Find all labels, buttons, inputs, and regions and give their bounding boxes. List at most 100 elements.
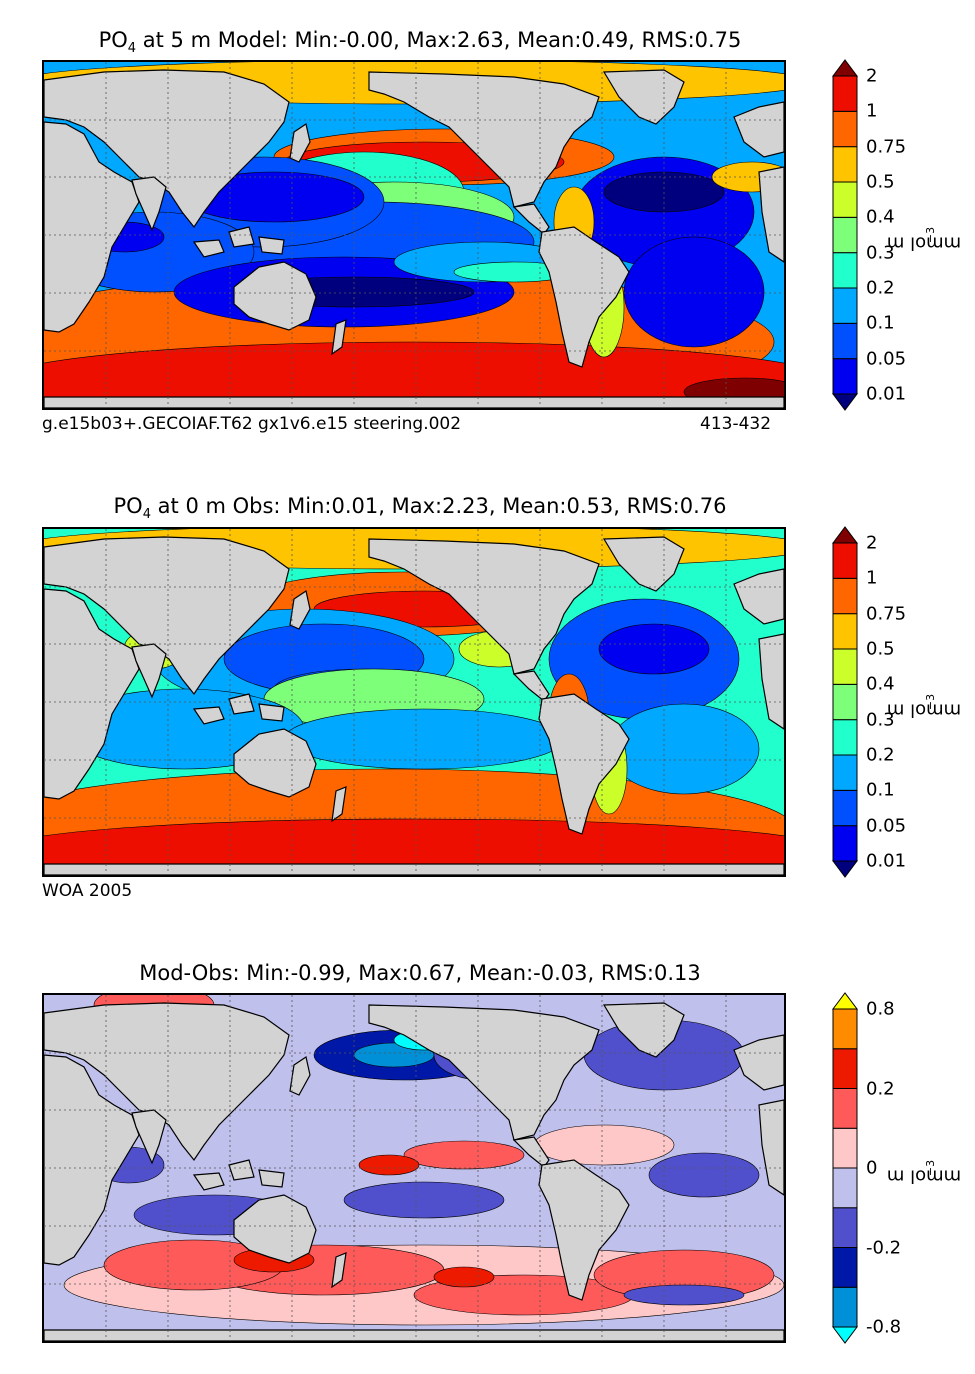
contour-region (44, 341, 784, 408)
panel-2-source: WOA 2005 (42, 881, 133, 901)
map-canvas (44, 529, 784, 875)
colorbar-tick-label: -0.2 (866, 1237, 902, 1258)
colorbar-segment (832, 1286, 858, 1328)
colorbar-segment (832, 613, 858, 650)
colorbar-tick-label: -0.8 (866, 1316, 902, 1338)
colorbar-segment (832, 252, 858, 289)
colorbar-segment (832, 1167, 858, 1209)
panel-3-map (42, 993, 786, 1343)
map-canvas (44, 62, 784, 408)
land-mass (331, 1252, 347, 1289)
land-mass (368, 71, 600, 208)
panel-2-title: PO4 at 0 m Obs: Min:0.01, Max:2.23, Mean… (113, 494, 727, 523)
land-mass (44, 588, 140, 800)
colorbar-tick-label: 0.1 (866, 779, 895, 801)
land-mass (512, 670, 550, 702)
colorbar-tick-label: 2 (866, 65, 878, 87)
contour-region (403, 1140, 525, 1170)
land-mass (331, 786, 347, 823)
contour-region (598, 623, 710, 675)
land-mass (44, 121, 140, 333)
colorbar-segment (832, 1048, 858, 1089)
land-mass (368, 538, 600, 675)
colorbar-tick-label: 0.2 (866, 277, 895, 299)
land-mass (258, 236, 285, 255)
colorbar-tick-label: 0.4 (866, 673, 895, 695)
land-mass (44, 69, 290, 229)
colorbar-segment (832, 683, 858, 721)
colorbar-tick-label: 1 (866, 100, 878, 122)
colorbar-tick-label: 0.01 (866, 383, 907, 405)
panel-2-map (42, 527, 786, 877)
colorbar-extend-max (832, 992, 858, 1010)
colorbar-canvas (832, 992, 858, 1344)
land-mass (44, 1002, 290, 1162)
land-mass (538, 1159, 630, 1301)
colorbar-segment (832, 75, 858, 112)
colorbar-tick-label: 0.2 (866, 1078, 895, 1099)
colorbar-tick-label: 1 (866, 567, 878, 589)
colorbar-segment (832, 1088, 858, 1129)
land-mass (733, 1034, 784, 1091)
panel-1-years: 413-432 (700, 414, 772, 434)
land-mass (131, 1109, 167, 1165)
colorbar-extend-max (832, 59, 858, 77)
colorbar-segment (832, 322, 858, 360)
land-mass (228, 1159, 255, 1181)
panel-1-title: PO4 at 5 m Model: Min:-0.00, Max:2.63, M… (98, 28, 742, 57)
contour-region (608, 703, 760, 795)
contour-region (44, 818, 784, 875)
contour-region (343, 1181, 505, 1219)
land-mass (131, 643, 167, 699)
panel-1-colorbar (832, 59, 858, 411)
land-mass (192, 706, 225, 725)
land-mass (258, 1169, 285, 1188)
panel-3-title: Mod-Obs: Min:-0.99, Max:0.67, Mean:-0.03… (139, 961, 701, 985)
colorbar-tick-label: 0.5 (866, 638, 895, 660)
land-mass (44, 1054, 140, 1266)
colorbar-canvas (832, 526, 858, 878)
colorbar-segment (832, 789, 858, 827)
colorbar-tick-label: 0.75 (866, 136, 907, 158)
colorbar-segment (832, 648, 858, 685)
colorbar-extend-max (832, 526, 858, 544)
contour-region (533, 1124, 675, 1166)
colorbar-segment (832, 754, 858, 791)
land-mass (131, 176, 167, 232)
land-mass (233, 728, 317, 798)
land-mass (538, 693, 630, 835)
colorbar-segment (832, 825, 858, 862)
colorbar-segment (832, 719, 858, 756)
land-mass (44, 1329, 784, 1341)
colorbar-tick-label: 2 (866, 532, 878, 554)
colorbar-segment (832, 577, 858, 615)
colorbar-segment (832, 1127, 858, 1169)
land-mass (192, 1172, 225, 1191)
colorbar-tick-label: 0.3 (866, 242, 895, 264)
land-mass (44, 396, 784, 408)
land-mass (228, 693, 255, 715)
colorbar-segment (832, 542, 858, 579)
colorbar-tick-label: 0.05 (866, 815, 907, 837)
colorbar-tick-label: 0.75 (866, 603, 907, 625)
land-mass (228, 226, 255, 248)
colorbar-segment (832, 1008, 858, 1050)
colorbar-extend-min (832, 393, 858, 411)
land-mass (44, 863, 784, 875)
colorbar-extend-min (832, 860, 858, 878)
colorbar-tick-label: 0.5 (866, 171, 895, 193)
land-mass (192, 239, 225, 258)
land-mass (733, 101, 784, 158)
colorbar-tick-label: 0.05 (866, 348, 907, 370)
colorbar-tick-label: 0.3 (866, 709, 895, 731)
land-mass (368, 1004, 600, 1141)
colorbar-tick-label: 0.1 (866, 312, 895, 334)
colorbar-segment (832, 110, 858, 148)
contour-region (358, 1154, 420, 1176)
land-mass (233, 261, 317, 331)
map-canvas (44, 995, 784, 1341)
land-mass (289, 123, 311, 163)
land-mass (733, 568, 784, 625)
land-mass (289, 1056, 311, 1096)
land-mass (512, 1136, 550, 1168)
